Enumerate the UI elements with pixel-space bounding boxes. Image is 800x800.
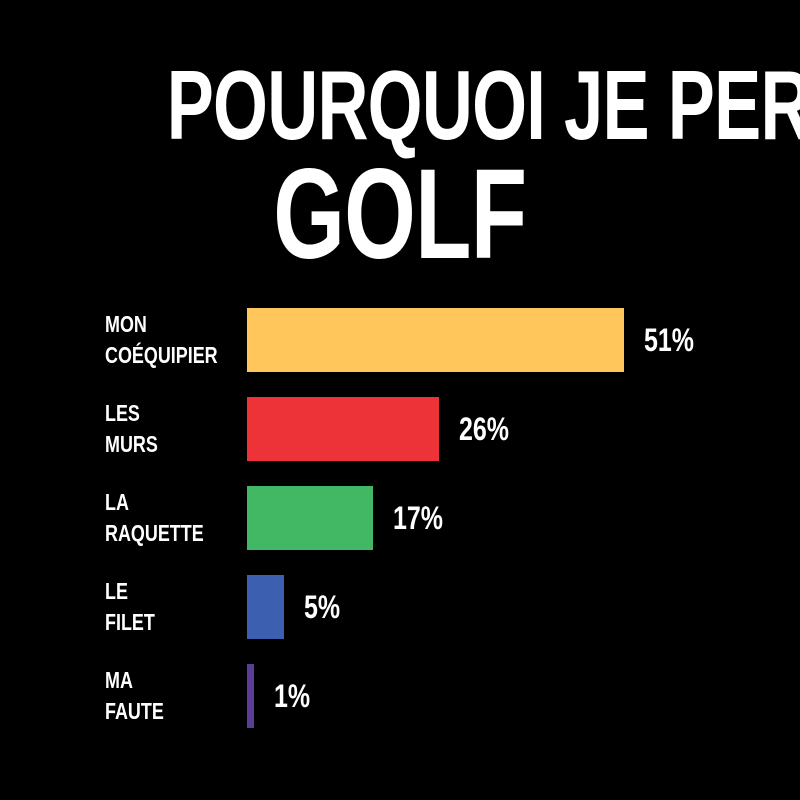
category-label: MA FAUTE	[105, 667, 164, 724]
title-text: POURQUOI JE PERDS AU	[166, 50, 800, 160]
value-label: 17%	[392, 500, 443, 536]
title-line: POURQUOI JE PERDS AU	[0, 55, 800, 155]
value-label: 51%	[644, 322, 695, 358]
title-text: GOLF	[273, 143, 527, 286]
title-line: GOLF	[0, 150, 800, 280]
category-label: MON COÉQUIPIER	[105, 311, 218, 368]
category-label: LA RAQUETTE	[105, 489, 204, 546]
bar	[247, 308, 625, 372]
value-label: 26%	[459, 411, 510, 447]
bar	[247, 486, 373, 550]
bar	[247, 397, 440, 461]
category-label: LES MURS	[105, 400, 158, 457]
value-label: 5%	[304, 589, 341, 625]
bar	[247, 664, 255, 728]
value-label: 1%	[274, 678, 311, 714]
category-label: LE FILET	[105, 578, 155, 635]
bar	[247, 575, 284, 639]
